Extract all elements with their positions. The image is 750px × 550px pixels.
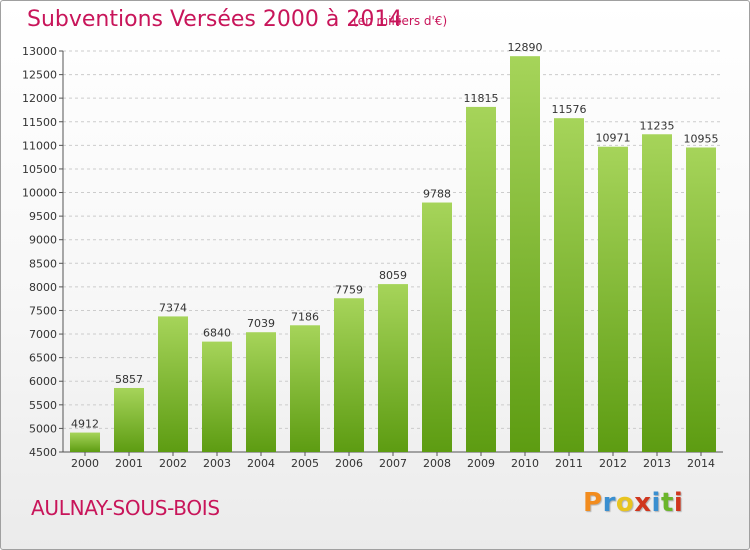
x-tick-label: 2002 — [159, 457, 187, 470]
y-tick-label: 6500 — [29, 352, 57, 365]
logo-letter-5: i — [651, 488, 661, 518]
x-tick-label: 2009 — [467, 457, 495, 470]
bar — [422, 202, 452, 452]
data-label: 8059 — [379, 269, 407, 282]
y-tick-label: 8000 — [29, 281, 57, 294]
bar — [290, 325, 320, 452]
y-tick-label: 8500 — [29, 257, 57, 270]
x-tick-label: 2012 — [599, 457, 627, 470]
logo-letter-2: r — [602, 488, 616, 518]
data-label: 7186 — [291, 310, 319, 323]
data-label: 7759 — [335, 283, 363, 296]
y-tick-label: 12500 — [22, 69, 57, 82]
x-tick-label: 2001 — [115, 457, 143, 470]
bar — [686, 147, 716, 452]
bar — [334, 298, 364, 452]
y-tick-label: 5500 — [29, 399, 57, 412]
bar — [510, 56, 540, 452]
bar — [598, 146, 628, 452]
bar — [114, 387, 144, 452]
bar — [246, 332, 276, 452]
bar — [642, 134, 672, 452]
y-tick-label: 11500 — [22, 116, 57, 129]
bar — [378, 284, 408, 452]
y-tick-label: 7500 — [29, 304, 57, 317]
x-tick-label: 2007 — [379, 457, 407, 470]
y-tick-label: 13000 — [22, 45, 57, 58]
location-name: AULNAY-SOUS-BOIS — [31, 496, 220, 520]
data-label: 10955 — [684, 132, 719, 145]
chart-title: Subventions Versées 2000 à 2014 — [27, 7, 403, 32]
y-tick-label: 9500 — [29, 210, 57, 223]
x-tick-label: 2006 — [335, 457, 363, 470]
data-label: 11576 — [552, 103, 587, 116]
bar — [158, 316, 188, 452]
logo-letter-7: i — [673, 488, 684, 518]
bar — [554, 118, 584, 452]
proxiti-logo: Proxiti — [583, 488, 683, 518]
x-tick-label: 2010 — [511, 457, 539, 470]
x-tick-label: 2000 — [71, 457, 99, 470]
data-label: 4912 — [71, 418, 99, 431]
y-tick-label: 4500 — [29, 446, 57, 459]
y-tick-label: 10000 — [22, 187, 57, 200]
y-tick-label: 12000 — [22, 92, 57, 105]
data-label: 10971 — [596, 132, 631, 145]
data-label: 7039 — [247, 317, 275, 330]
data-label: 11815 — [464, 92, 499, 105]
data-label: 7374 — [159, 301, 187, 314]
logo-letter-1: P — [583, 488, 603, 518]
bar — [70, 432, 100, 452]
x-tick-label: 2003 — [203, 457, 231, 470]
x-tick-label: 2013 — [643, 457, 671, 470]
x-tick-label: 2008 — [423, 457, 451, 470]
data-label: 6840 — [203, 327, 231, 340]
logo-letter-3: o — [615, 488, 635, 518]
bar — [202, 341, 232, 452]
y-tick-label: 6000 — [29, 375, 57, 388]
x-tick-label: 2005 — [291, 457, 319, 470]
bar — [466, 106, 496, 453]
x-tick-label: 2011 — [555, 457, 583, 470]
y-tick-label: 7000 — [29, 328, 57, 341]
logo-letter-6: t — [660, 488, 674, 518]
logo-letter-4: x — [634, 488, 652, 518]
x-tick-label: 2004 — [247, 457, 275, 470]
y-tick-label: 5000 — [29, 422, 57, 435]
data-label: 11235 — [640, 119, 675, 132]
data-label: 5857 — [115, 373, 143, 386]
x-tick-label: 2014 — [687, 457, 715, 470]
data-label: 12890 — [508, 41, 543, 54]
chart-subtitle: (en milliers d'€) — [353, 14, 448, 28]
y-tick-label: 10500 — [22, 163, 57, 176]
y-tick-label: 9000 — [29, 234, 57, 247]
y-tick-label: 11000 — [22, 139, 57, 152]
data-label: 9788 — [423, 188, 451, 201]
